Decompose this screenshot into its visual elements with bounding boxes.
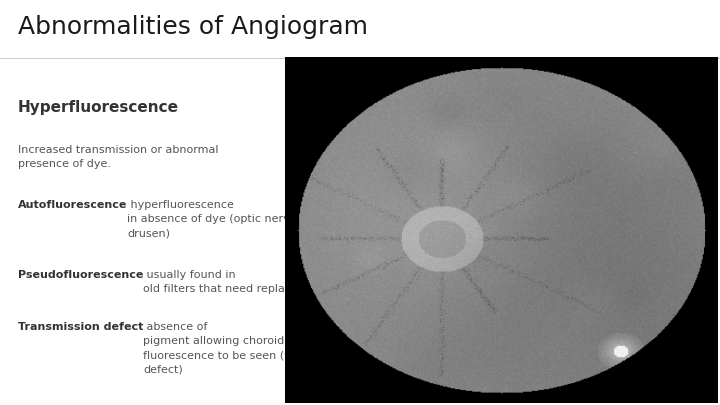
Text: usually found in
old filters that need replacement: usually found in old filters that need r…	[143, 270, 328, 294]
Text: Pseudofluorescence: Pseudofluorescence	[18, 270, 143, 280]
Text: hyperfluorescence
in absence of dye (optic nerve head
drusen): hyperfluorescence in absence of dye (opt…	[127, 200, 328, 238]
Text: Autofluorescence: Autofluorescence	[18, 200, 127, 210]
Text: Transmission defect: Transmission defect	[18, 322, 143, 332]
Text: Abnormalities of Angiogram: Abnormalities of Angiogram	[18, 15, 368, 39]
Text: Increased transmission or abnormal
presence of dye.: Increased transmission or abnormal prese…	[18, 145, 218, 169]
Text: Hyperfluorescence: Hyperfluorescence	[18, 100, 179, 115]
Text: absence of
pigment allowing choroidal
fluorescence to be seen (window
defect): absence of pigment allowing choroidal fl…	[143, 322, 327, 374]
Bar	[285, 57, 718, 403]
